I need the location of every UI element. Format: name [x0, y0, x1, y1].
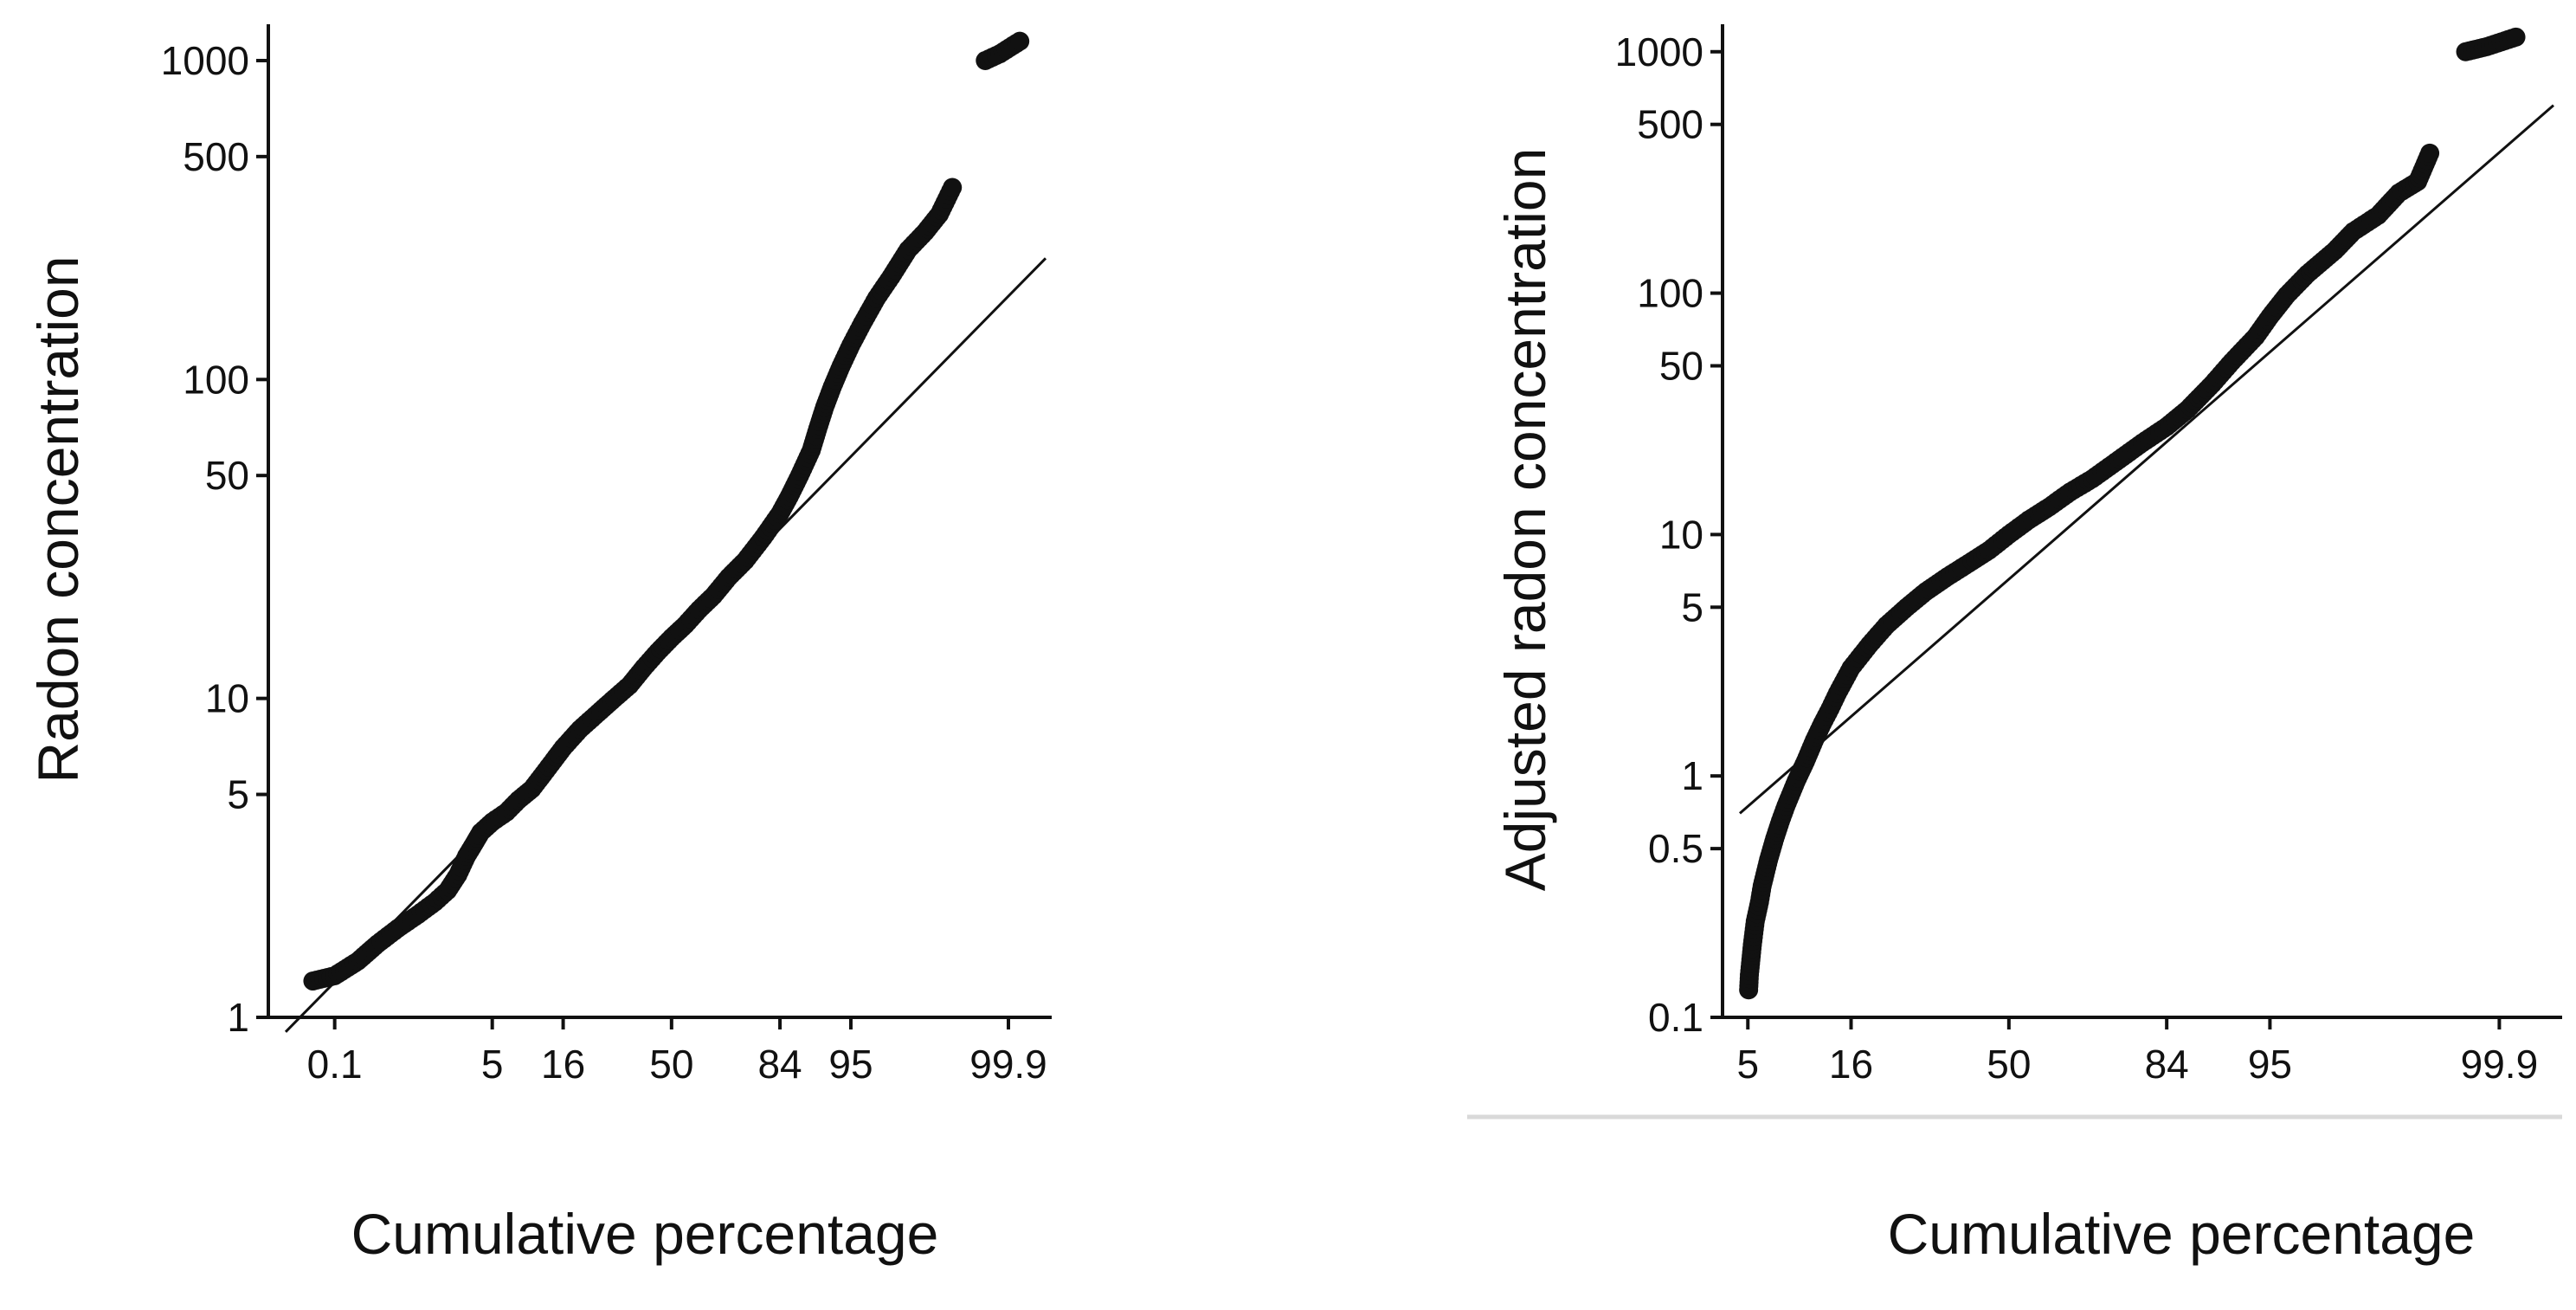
- y-tick-label: 5: [1681, 584, 1703, 629]
- x-tick-label: 99.9: [2461, 1042, 2539, 1087]
- series-observations: [1739, 27, 2526, 1000]
- data-point: [1010, 31, 1030, 51]
- y-tick-label: 1000: [161, 38, 249, 83]
- y-tick-label: 50: [205, 453, 249, 498]
- data-point: [2420, 143, 2440, 163]
- y-tick-label: 5: [227, 772, 249, 817]
- x-tick-label: 99.9: [969, 1042, 1047, 1087]
- y-tick-label: 1: [227, 995, 249, 1040]
- data-point: [943, 177, 963, 197]
- x-tick-label: 16: [1829, 1042, 1873, 1087]
- plot-area: [1739, 27, 2554, 1000]
- chart-radon-concentration: 1 5 10 50 100 500 1000 0.1 5 16 50 84 95 99.9 Radon …: [26, 24, 1052, 1266]
- x-tick-label: 95: [2248, 1042, 2292, 1087]
- x-tick-label: 5: [1736, 1042, 1759, 1087]
- x-tick-label: 50: [1987, 1042, 2031, 1087]
- y-tick-label: 500: [1637, 102, 1703, 147]
- x-tick-label: 84: [757, 1042, 802, 1087]
- y-tick-label: 100: [183, 357, 249, 402]
- y-tick-label: 0.5: [1648, 826, 1703, 871]
- x-tick-label: 95: [828, 1042, 873, 1087]
- x-axis-title: Cumulative percentage: [1888, 1202, 2476, 1266]
- y-tick-label: 1: [1681, 753, 1703, 798]
- y-tick-label: 1000: [1615, 29, 1703, 74]
- y-tick-label: 0.1: [1648, 995, 1703, 1040]
- y-tick-label: 100: [1637, 271, 1703, 316]
- x-tick-label: 50: [649, 1042, 693, 1087]
- x-ticks: 5 16 50 84 95 99.9: [1736, 1017, 2538, 1087]
- data-point: [2506, 27, 2526, 47]
- y-axis-title: Radon concentration: [26, 255, 90, 783]
- x-tick-label: 84: [2145, 1042, 2189, 1087]
- y-tick-label: 10: [1659, 512, 1703, 557]
- x-ticks: 0.1 5 16 50 84 95 99.9: [307, 1017, 1047, 1087]
- series-observations: [303, 31, 1030, 991]
- y-axis-title: Adjusted radon concentration: [1493, 148, 1557, 892]
- reference-line: [1739, 104, 2554, 815]
- x-tick-label: 16: [541, 1042, 585, 1087]
- chart-adjusted-radon-concentration: 0.1 0.5 1 5 10 50 100 500 1000 5 16 50 84 95 99.9 Adj…: [1467, 24, 2562, 1266]
- y-tick-label: 10: [205, 676, 249, 721]
- y-tick-label: 50: [1659, 344, 1703, 389]
- y-ticks: 0.1 0.5 1 5 10 50 100 500 1000: [1615, 29, 1723, 1040]
- x-tick-label: 0.1: [307, 1042, 363, 1087]
- y-tick-label: 500: [183, 134, 249, 179]
- plot-area: [284, 31, 1047, 1033]
- x-axis-title: Cumulative percentage: [351, 1202, 939, 1266]
- x-tick-label: 5: [481, 1042, 504, 1087]
- y-ticks: 1 5 10 50 100 500 1000: [161, 38, 268, 1040]
